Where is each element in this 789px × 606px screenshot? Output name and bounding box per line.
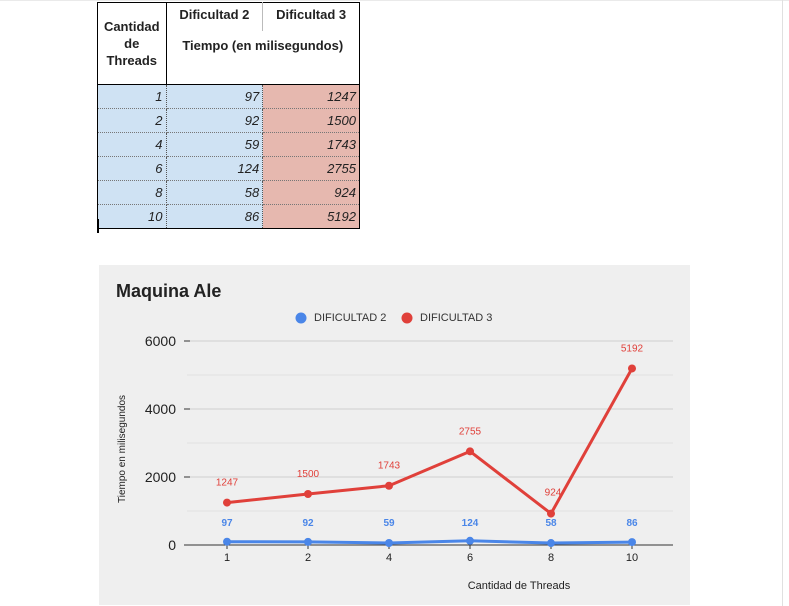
header-tiempo: Tiempo (en milisegundos) bbox=[166, 31, 361, 85]
data-point bbox=[466, 447, 474, 456]
data-label: 59 bbox=[383, 518, 395, 529]
chart-card: Maquina Ale DIFICULTAD 2 DIFICULTAD 3 0 20… bbox=[99, 265, 690, 605]
data-point bbox=[385, 538, 393, 547]
table-row: 2 92 1500 bbox=[97, 108, 360, 133]
data-point bbox=[304, 490, 312, 498]
x-tick-label: 10 bbox=[626, 552, 638, 564]
cell-dificultad-2: 86 bbox=[166, 204, 264, 229]
legend-label: DIFICULTAD 3 bbox=[420, 312, 492, 324]
data-label: 924 bbox=[545, 488, 562, 499]
cell-dificultad-3: 1500 bbox=[262, 108, 360, 133]
line-chart: Maquina Ale DIFICULTAD 2 DIFICULTAD 3 0 20… bbox=[116, 281, 673, 592]
x-tick-label: 1 bbox=[224, 552, 230, 564]
legend-marker bbox=[295, 312, 307, 324]
table-row: 6 124 2755 bbox=[97, 156, 360, 181]
cell-threads: 2 bbox=[97, 108, 167, 133]
cell-threads: 1 bbox=[97, 84, 167, 109]
data-point bbox=[466, 536, 474, 545]
page-right-border bbox=[782, 0, 783, 606]
data-point bbox=[304, 537, 312, 546]
table-row: 1 97 1247 bbox=[97, 84, 360, 109]
x-tick-label: 4 bbox=[386, 552, 392, 564]
data-label: 124 bbox=[462, 518, 479, 529]
cell-dificultad-2: 97 bbox=[166, 84, 264, 109]
header-threads: Cantidad de Threads bbox=[97, 2, 167, 85]
data-point bbox=[385, 481, 393, 490]
table-row: 4 59 1743 bbox=[97, 132, 360, 157]
x-tick-label: 2 bbox=[305, 552, 311, 564]
cell-dificultad-2: 58 bbox=[166, 180, 264, 205]
cell-dificultad-3: 1247 bbox=[262, 84, 360, 109]
data-label: 5192 bbox=[621, 343, 644, 354]
cell-dificultad-3: 924 bbox=[262, 180, 360, 205]
data-point bbox=[547, 509, 555, 518]
legend-label: DIFICULTAD 2 bbox=[314, 312, 386, 324]
data-label: 92 bbox=[302, 518, 314, 529]
data-label: 1500 bbox=[297, 469, 320, 480]
y-tick-label: 4000 bbox=[145, 401, 176, 417]
cell-dificultad-2: 92 bbox=[166, 108, 264, 133]
cell-dificultad-3: 1743 bbox=[262, 132, 360, 157]
chart-title: Maquina Ale bbox=[116, 281, 221, 301]
cell-dificultad-2: 124 bbox=[166, 156, 264, 181]
page-top-border bbox=[0, 0, 789, 1]
table-row: 10 86 5192 bbox=[97, 204, 360, 229]
cell-threads: 8 bbox=[97, 180, 167, 205]
cell-dificultad-3: 2755 bbox=[262, 156, 360, 181]
header-dificultad-3: Dificultad 3 bbox=[262, 2, 360, 31]
cell-threads: 10 bbox=[97, 204, 167, 229]
data-label: 1743 bbox=[378, 461, 401, 472]
data-label: 2755 bbox=[459, 426, 482, 437]
grid-lines bbox=[187, 340, 673, 512]
table-row: 8 58 924 bbox=[97, 180, 360, 205]
y-tick-label: 2000 bbox=[145, 469, 176, 485]
cell-threads: 6 bbox=[97, 156, 167, 181]
data-point bbox=[223, 498, 231, 507]
cell-dificultad-3: 5192 bbox=[262, 204, 360, 229]
data-point bbox=[223, 537, 231, 546]
y-axis-label: Tiempo en milisegundos bbox=[117, 395, 128, 503]
x-tick-label: 6 bbox=[467, 552, 473, 564]
series-line bbox=[226, 367, 634, 516]
legend-marker bbox=[401, 312, 413, 324]
data-point bbox=[628, 364, 636, 373]
data-point bbox=[547, 539, 555, 548]
data-label: 86 bbox=[626, 518, 638, 529]
header-dificultad-2: Dificultad 2 bbox=[166, 2, 264, 31]
series-line bbox=[226, 539, 633, 545]
cell-dificultad-2: 59 bbox=[166, 132, 264, 157]
cell-threads: 4 bbox=[97, 132, 167, 157]
series: 97 92 59 124 58 86 1247 1500 1743 2755 924 5192 bbox=[216, 343, 644, 548]
legend: DIFICULTAD 2 DIFICULTAD 3 bbox=[295, 312, 492, 324]
x-tick-label: 8 bbox=[548, 552, 554, 564]
data-label: 58 bbox=[545, 518, 557, 529]
y-tick-label: 0 bbox=[168, 537, 176, 553]
x-axis-label: Cantidad de Threads bbox=[468, 580, 571, 592]
data-label: 1247 bbox=[216, 478, 239, 489]
data-label: 97 bbox=[221, 518, 233, 529]
data-table: Cantidad de Threads Dificultad 2 Dificul… bbox=[97, 2, 361, 229]
y-tick-label: 6000 bbox=[145, 333, 176, 349]
data-point bbox=[628, 538, 636, 547]
table-edge-line bbox=[97, 219, 99, 233]
